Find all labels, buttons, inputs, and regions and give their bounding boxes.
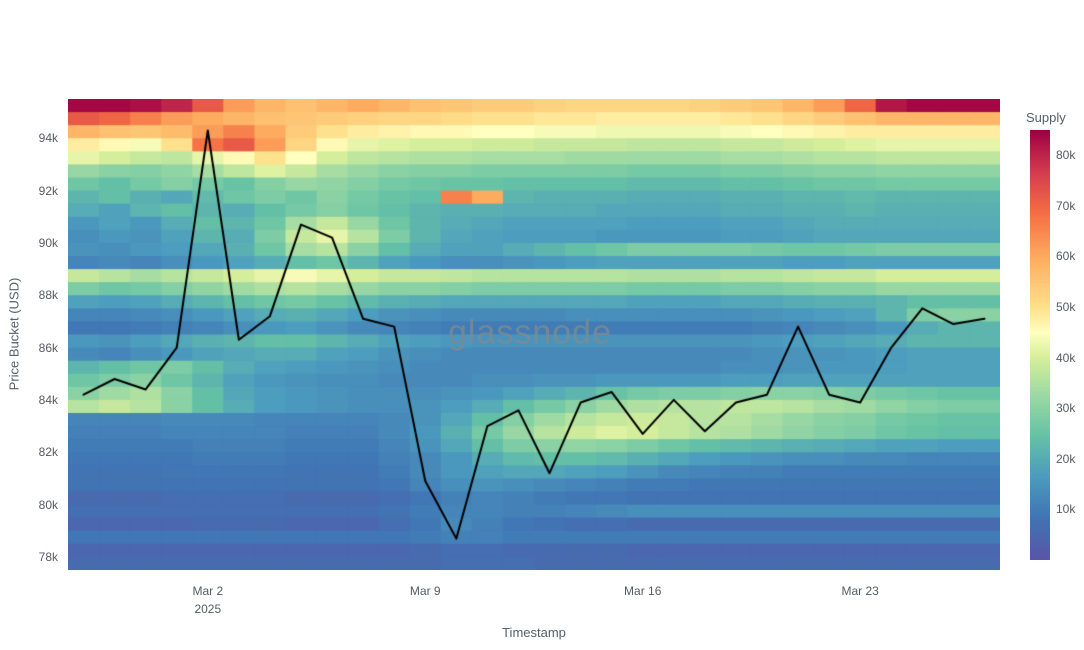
colorbar-tick-label: 80k [1056, 148, 1076, 163]
x-tick-year-label: 2025 [194, 602, 222, 616]
x-tick-label: Mar 9 [409, 584, 441, 598]
heatmap-plot-area[interactable] [68, 99, 1000, 570]
y-tick-label: 84k [38, 392, 58, 407]
glassnode-watermark: glassnode [447, 313, 613, 352]
y-tick-label: 94k [38, 131, 58, 146]
y-tick-label: 92k [38, 183, 58, 198]
colorbar-tick-label: 60k [1056, 249, 1076, 264]
colorbar [1030, 130, 1050, 560]
x-tick-label: Mar 23 [841, 584, 879, 598]
colorbar-tick-label: 20k [1056, 451, 1076, 466]
colorbar-tick-label: 30k [1056, 401, 1076, 416]
y-tick-label: 90k [38, 235, 58, 250]
colorbar-tick-label: 10k [1056, 502, 1076, 517]
x-tick-label: Mar 16 [624, 584, 662, 598]
y-tick-label: 82k [38, 445, 58, 460]
colorbar-tick-label: 40k [1056, 350, 1076, 365]
y-tick-label: 88k [38, 288, 58, 303]
colorbar-title: Supply [1026, 110, 1066, 125]
colorbar-tick-label: 70k [1056, 198, 1076, 213]
colorbar-tick-label: 50k [1056, 300, 1076, 315]
x-tick-label: Mar 2 [192, 584, 224, 598]
y-tick-label: 80k [38, 497, 58, 512]
y-tick-label: 78k [38, 549, 58, 564]
y-tick-label: 86k [38, 340, 58, 355]
x-axis-title: Timestamp [502, 625, 566, 640]
